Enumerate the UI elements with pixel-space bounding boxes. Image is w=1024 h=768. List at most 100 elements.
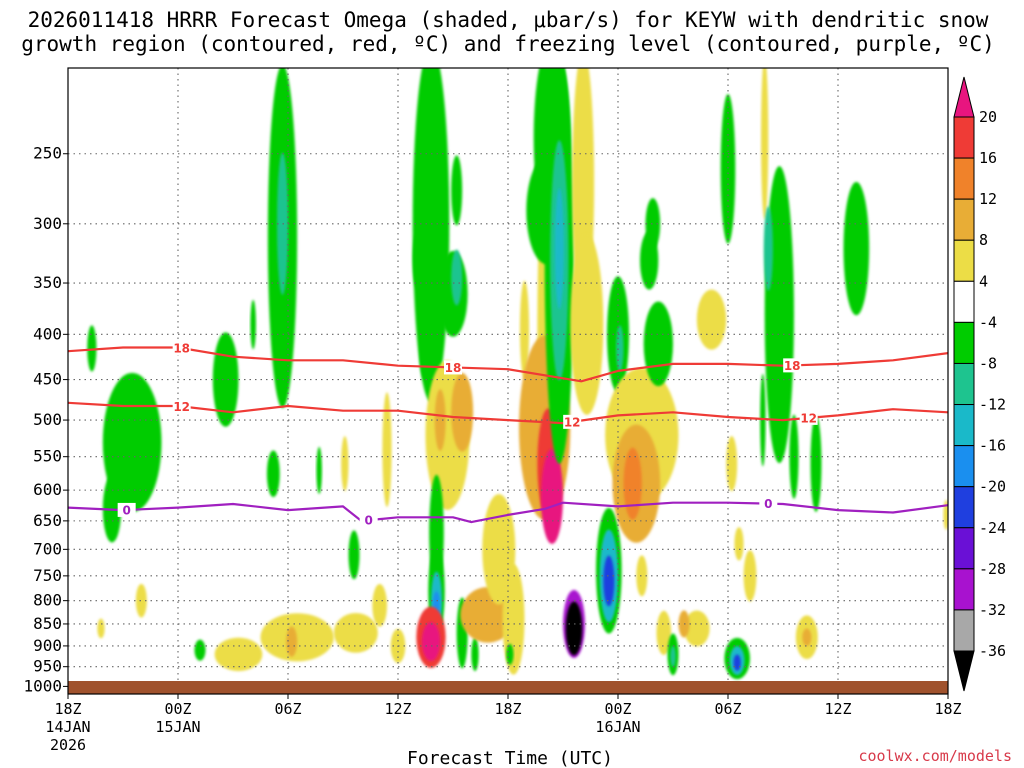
- omega-cell-48: [541, 448, 563, 544]
- colorbar-bin-4: [953, 239, 975, 282]
- omega-cell-67: [636, 555, 648, 597]
- contour-label-bg-2-2: [759, 496, 778, 511]
- y-tick-label-350: 350: [33, 273, 62, 292]
- omega-cell-42: [519, 280, 530, 379]
- y-tick-label-250: 250: [33, 144, 62, 163]
- omega-cell-88: [802, 628, 812, 647]
- x-tick-label-3: 12Z: [384, 700, 411, 718]
- chart-title-line-1: 2026011418 HRRR Forecast Omega (shaded, …: [28, 8, 989, 32]
- colorbar-bottom-arrow: [953, 650, 975, 692]
- omega-cell-89: [843, 181, 870, 316]
- colorbar-tick-8: -16: [979, 437, 1006, 455]
- x-tick-year-0: 2026: [50, 736, 86, 754]
- omega-cell-84: [763, 206, 773, 291]
- colorbar-top-arrow: [953, 76, 975, 118]
- omega-cell-51: [554, 188, 564, 310]
- colorbar-bin-1: [953, 116, 975, 159]
- omega-cell-53: [570, 234, 604, 415]
- omega-cell-29: [451, 372, 474, 452]
- colorbar-bin-13: [953, 609, 975, 652]
- x-tick-label-1: 00Z: [164, 700, 191, 718]
- colorbar-tick-7: -12: [979, 396, 1006, 414]
- omega-cell-40: [502, 564, 525, 675]
- omega-cell-0: [87, 325, 97, 372]
- omega-cell-75: [726, 436, 738, 492]
- colorbar-tick-3: 8: [979, 231, 988, 249]
- contour-label-1-2: 12: [800, 411, 817, 425]
- y-tick-label-850: 850: [33, 614, 62, 633]
- contour-label-bg-0-2: [783, 358, 802, 373]
- x-tick-label-0: 18Z: [54, 700, 81, 718]
- omega-cell-1: [102, 372, 162, 513]
- omega-cell-63: [623, 447, 642, 520]
- colorbar-tick-1: 16: [979, 149, 997, 167]
- contour-label-0-0: 18: [173, 342, 190, 356]
- temperature-contours: 18 18 18 12 12 12 0 0 0: [68, 341, 948, 528]
- y-tick-label-500: 500: [33, 410, 62, 429]
- omega-cell-16: [333, 612, 378, 653]
- omega-cell-55: [565, 601, 583, 656]
- contour-label-0-2: 18: [784, 359, 801, 373]
- x-tick-label-7: 12Z: [824, 700, 851, 718]
- contour-line-0: [68, 346, 948, 383]
- x-tick-label-4: 18Z: [494, 700, 521, 718]
- colorbar-bin-11: [953, 527, 975, 570]
- omega-cell-80: [733, 654, 741, 671]
- colorbar-bin-10: [953, 486, 975, 529]
- x-tick-date-5: 16JAN: [595, 718, 640, 736]
- y-tick-label-700: 700: [33, 539, 62, 558]
- contour-label-bg-2-0: [117, 502, 136, 517]
- omega-cell-60: [616, 325, 624, 372]
- contour-label-bg-1-1: [563, 414, 582, 429]
- contour-label-1-1: 12: [564, 415, 581, 429]
- omega-cell-41: [506, 643, 514, 665]
- contour-label-2-1: 0: [364, 514, 372, 528]
- colorbar-tick-11: -28: [979, 560, 1006, 578]
- omega-cell-21: [451, 155, 463, 226]
- colorbar-tick-10: -24: [979, 519, 1006, 537]
- colorbar-bin-8: [953, 404, 975, 447]
- omega-cell-20: [412, 68, 450, 403]
- omega-cell-23: [451, 249, 463, 306]
- colorbar-tick-0: 20: [979, 108, 997, 126]
- y-tick-label-950: 950: [33, 657, 62, 676]
- x-tick-date-1: 15JAN: [155, 718, 200, 736]
- omega-cell-18: [372, 584, 387, 627]
- colorbar-tick-13: -36: [979, 642, 1006, 660]
- colorbar-tick-9: -20: [979, 478, 1006, 496]
- colorbar: 20 16 12 8 4 -4 -8 -12 -16 -20 -24 -28 -32 -36: [953, 76, 1006, 692]
- colorbar-tick-6: -8: [979, 354, 997, 372]
- omega-cell-10: [316, 446, 322, 495]
- contour-label-bg-0-1: [444, 360, 462, 375]
- x-tick-label-5: 00Z: [604, 700, 631, 718]
- colorbar-tick-12: -32: [979, 601, 1006, 619]
- y-tick-label-450: 450: [33, 370, 62, 389]
- chart-title-line-2: growth region (contoured, red, ºC) and f…: [21, 32, 995, 56]
- y-tick-label-800: 800: [33, 591, 62, 610]
- colorbar-bin-5: [953, 280, 975, 323]
- omega-cell-37: [471, 637, 479, 672]
- y-tick-label-400: 400: [33, 324, 62, 343]
- omega-cell-6: [250, 299, 256, 350]
- y-tick-label-300: 300: [33, 214, 62, 233]
- y-tick-label-750: 750: [33, 566, 62, 585]
- contour-label-1-0: 12: [173, 400, 190, 414]
- ground-surface: [68, 681, 948, 694]
- omega-cell-76: [734, 527, 744, 561]
- y-axis-ticks: 250 300 350 400 450 500 550 600 650 700 750 800 850 9…: [23, 144, 68, 695]
- colorbar-bin-3: [953, 198, 975, 241]
- contour-label-2-2: 0: [764, 497, 772, 511]
- omega-cell-24: [412, 231, 424, 290]
- omega-cell-73: [696, 289, 727, 350]
- omega-cell-58: [603, 555, 615, 607]
- y-tick-label-1000: 1000: [23, 676, 62, 695]
- x-axis-title: Forecast Time (UTC): [407, 748, 613, 768]
- omega-cell-28: [434, 389, 446, 451]
- omega-cell-68: [656, 610, 672, 655]
- omega-cell-17: [286, 626, 298, 657]
- omega-cell-66: [643, 301, 673, 387]
- colorbar-bin-6: [953, 321, 975, 364]
- omega-cell-14: [214, 637, 263, 672]
